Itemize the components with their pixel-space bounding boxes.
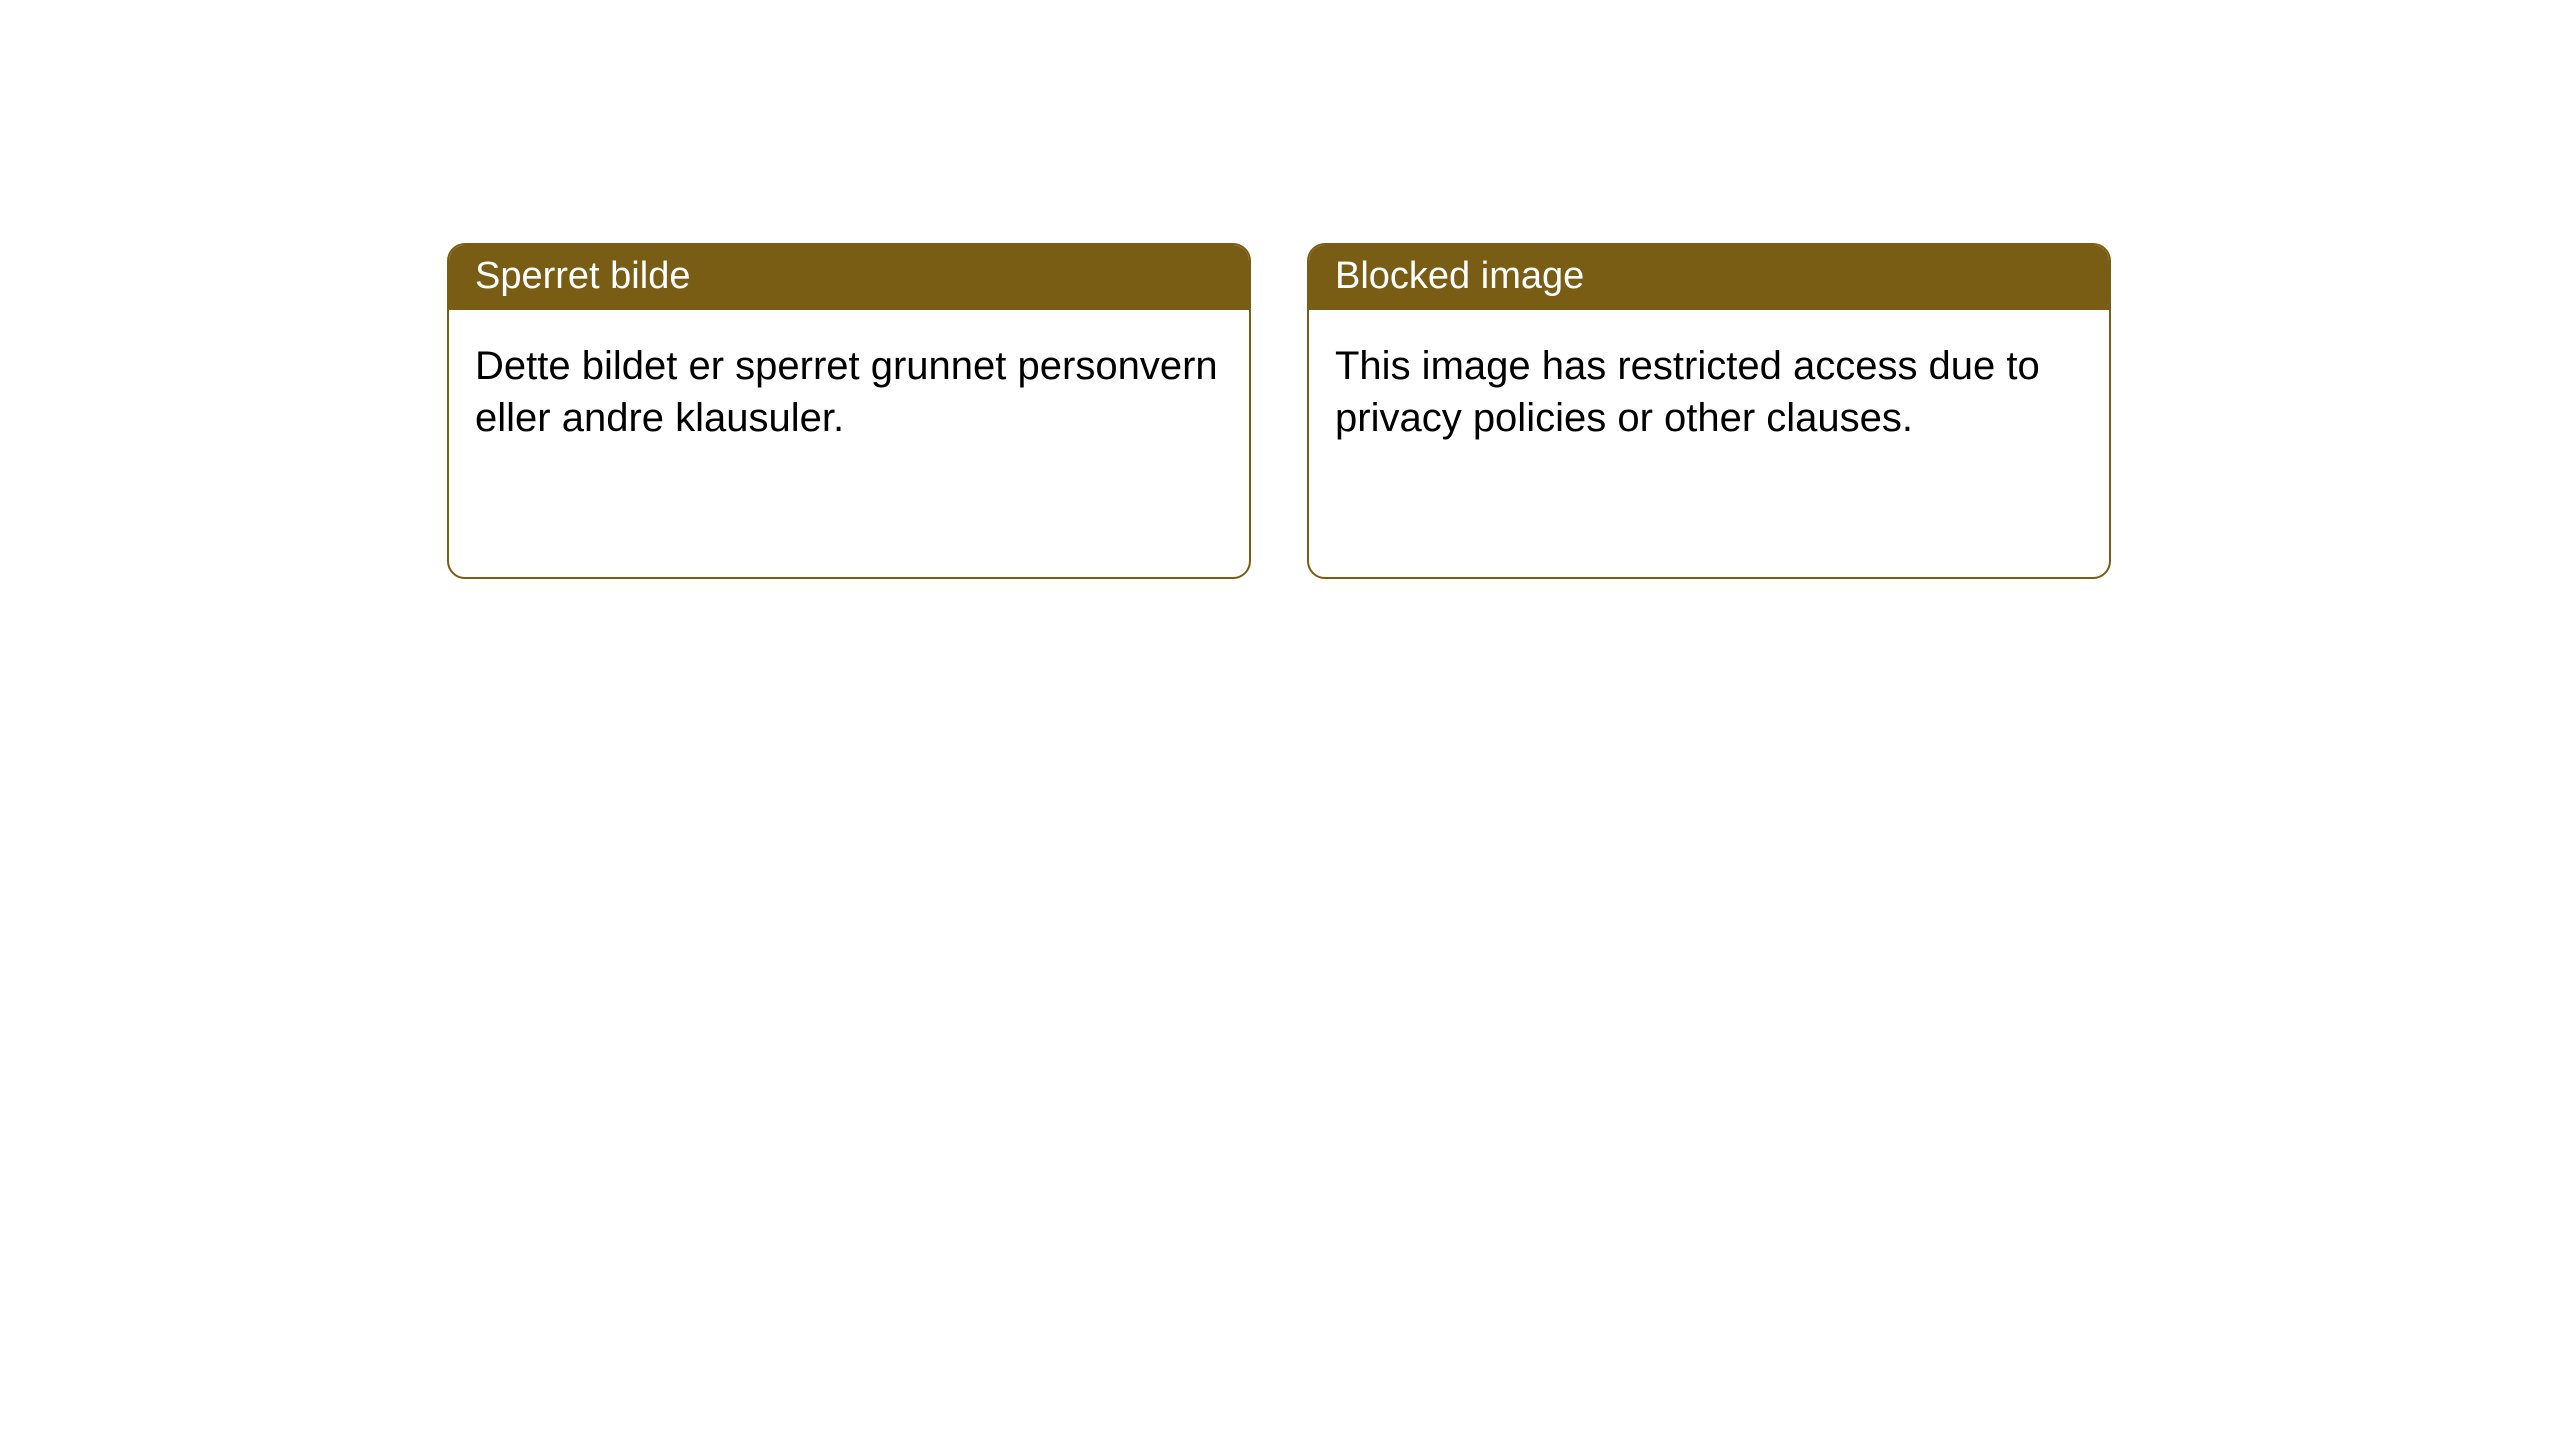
notices-container: Sperret bilde Dette bildet er sperret gr… <box>0 0 2560 579</box>
notice-header: Sperret bilde <box>449 245 1249 310</box>
notice-body: This image has restricted access due to … <box>1309 310 2109 474</box>
notice-header: Blocked image <box>1309 245 2109 310</box>
notice-card-norwegian: Sperret bilde Dette bildet er sperret gr… <box>447 243 1251 579</box>
notice-body: Dette bildet er sperret grunnet personve… <box>449 310 1249 474</box>
notice-card-english: Blocked image This image has restricted … <box>1307 243 2111 579</box>
